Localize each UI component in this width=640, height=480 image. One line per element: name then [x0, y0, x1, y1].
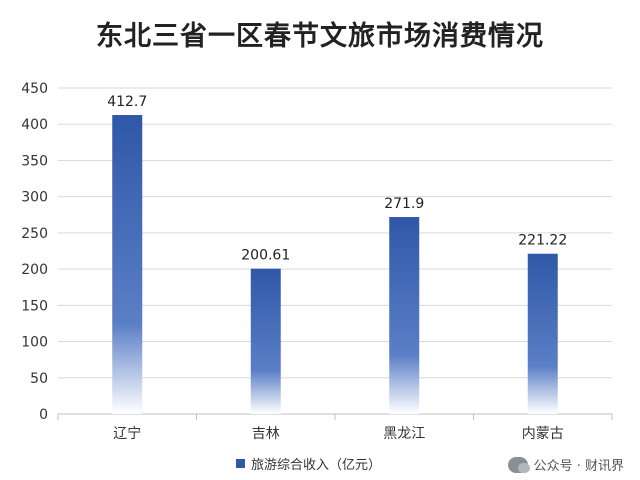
data-label: 271.9 — [384, 196, 424, 212]
legend: 旅游综合收入（亿元） — [236, 454, 381, 473]
bar — [112, 115, 143, 414]
y-tick-label: 300 — [21, 190, 48, 206]
chart-title: 东北三省一区春节文旅市场消费情况 — [96, 21, 544, 52]
y-tick-label: 400 — [21, 117, 48, 133]
y-tick-label: 100 — [21, 335, 48, 351]
x-tick-label: 黑龙江 — [383, 426, 425, 442]
y-tick-label: 200 — [21, 262, 48, 278]
y-tick-label: 350 — [21, 153, 48, 169]
bar — [389, 217, 420, 414]
data-label: 221.22 — [518, 233, 567, 249]
y-tick-label: 150 — [21, 298, 48, 314]
y-tick-label: 250 — [21, 226, 48, 242]
watermark: 公众号 · 财讯界 — [507, 455, 624, 474]
x-tick-label: 吉林 — [252, 426, 280, 442]
watermark-text: 公众号 · 财讯界 — [533, 459, 624, 474]
bar — [527, 253, 558, 414]
axes: 0 50 100 150 200 250 300 350 400 450 辽宁 吉林 黑龙江 内蒙古 — [21, 81, 613, 442]
x-tick-label: 内蒙古 — [522, 426, 564, 442]
y-tick-label: 50 — [30, 371, 48, 387]
y-tick-label: 450 — [21, 81, 48, 97]
bar — [250, 268, 281, 414]
legend-swatch — [236, 459, 245, 468]
wechat-icon — [507, 456, 530, 473]
data-labels: 412.7 200.61 271.9 221.22 — [107, 94, 567, 264]
data-label: 412.7 — [107, 94, 147, 110]
legend-label: 旅游综合收入（亿元） — [251, 458, 382, 473]
x-tick-label: 辽宁 — [113, 425, 141, 442]
gridlines — [58, 87, 612, 415]
bars — [112, 115, 558, 414]
data-label: 200.61 — [241, 248, 290, 264]
y-tick-label: 0 — [39, 407, 48, 423]
